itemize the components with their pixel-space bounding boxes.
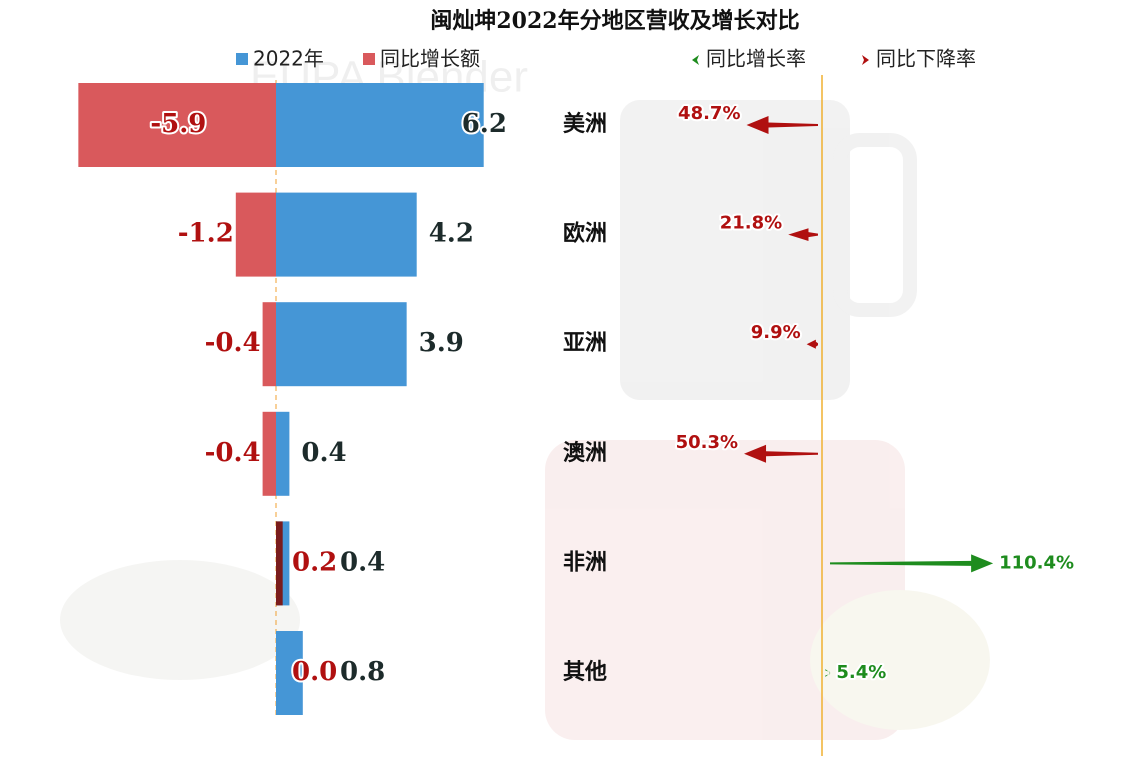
rate-arrow xyxy=(806,339,818,349)
rate-label: 5.4% xyxy=(836,662,886,683)
category-label: 其他 xyxy=(563,659,607,685)
rate-arrow xyxy=(788,228,818,241)
data-label: -1.2 xyxy=(178,219,234,249)
data-label: 0.4 xyxy=(301,438,346,468)
category-label: 欧洲 xyxy=(563,221,607,247)
data-label: -0.4 xyxy=(205,438,261,468)
data-label: 3.9 xyxy=(419,328,464,358)
rate-label: 48.7% xyxy=(678,103,740,124)
bar xyxy=(235,192,276,277)
rate-label: 50.3% xyxy=(676,432,738,453)
rate-arrow xyxy=(825,669,831,677)
bar xyxy=(78,83,276,167)
legend-marker xyxy=(862,55,869,65)
data-label: 6.2 xyxy=(462,109,507,139)
data-label: -0.4 xyxy=(205,328,261,358)
chart-title: 闽灿坤2022年分地区营收及增长对比 xyxy=(430,8,799,34)
rate-label: 21.8% xyxy=(720,213,782,234)
legend-label: 同比增长率 xyxy=(706,47,806,71)
rate-arrow xyxy=(830,554,994,573)
data-label: 4.2 xyxy=(429,219,474,249)
bar xyxy=(276,631,303,715)
category-label: 非洲 xyxy=(563,549,607,575)
legend-label: 同比下降率 xyxy=(876,47,976,71)
data-label: 0.2 xyxy=(292,547,337,577)
legend-marker xyxy=(692,55,699,65)
bar xyxy=(276,302,407,387)
bar xyxy=(276,411,290,496)
legend-swatch xyxy=(236,53,248,65)
data-label: -5.9 xyxy=(150,109,206,139)
data-label: 0.0 xyxy=(292,657,337,687)
legend-label: 同比增长额 xyxy=(380,47,480,71)
background-blender xyxy=(60,100,990,740)
legend-swatch xyxy=(363,53,375,65)
category-label: 美洲 xyxy=(563,111,607,137)
category-label: 澳洲 xyxy=(563,440,607,466)
bar xyxy=(262,302,276,387)
rate-label: 110.4% xyxy=(999,552,1074,573)
bar xyxy=(262,411,276,496)
data-label: 0.8 xyxy=(340,657,385,687)
rate-arrow xyxy=(744,444,818,463)
category-label: 亚洲 xyxy=(563,330,607,356)
bar xyxy=(276,83,484,167)
bar xyxy=(276,521,283,606)
rate-label: 9.9% xyxy=(751,322,801,343)
rate-arrow xyxy=(746,116,818,134)
data-label: 0.4 xyxy=(340,547,385,577)
legend-label: 2022年 xyxy=(253,47,324,71)
bar xyxy=(276,192,417,277)
